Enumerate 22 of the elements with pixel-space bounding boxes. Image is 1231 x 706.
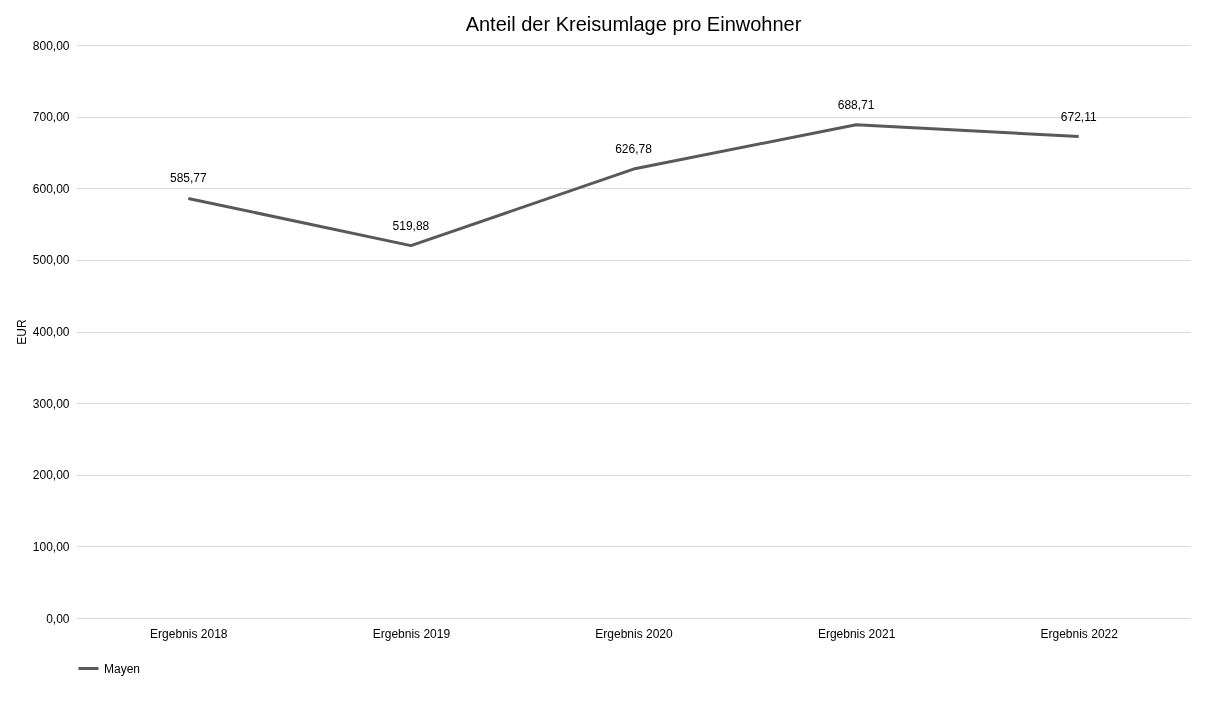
y-tick-label: 800,00 [32,38,70,53]
data-label: 585,77 [169,171,207,186]
x-tick-label: Ergebnis 2020 [595,626,674,641]
x-tick-label: Ergebnis 2022 [1040,626,1119,641]
y-tick-label: 100,00 [32,539,70,554]
x-tick-label: Ergebnis 2021 [817,626,896,641]
y-tick-label: 600,00 [32,181,70,196]
data-label: 519,88 [392,218,430,233]
y-tick-label: 400,00 [32,325,70,339]
data-label: 688,71 [837,97,875,112]
y-tick-label: 300,00 [32,396,70,411]
x-tick-label: Ergebnis 2018 [150,626,228,641]
y-axis-title: EUR [14,319,29,345]
y-tick-label: 0,00 [46,611,70,626]
data-label: 672,11 [1060,109,1097,124]
x-tick-label: Ergebnis 2019 [372,626,451,641]
chart-title: Anteil der Kreisumlage pro Einwohner [465,13,802,35]
y-tick-label: 500,00 [32,253,70,268]
data-label: 626,78 [615,142,653,157]
legend-label: Mayen [104,661,141,676]
y-tick-label: 200,00 [32,468,70,483]
y-tick-label: 700,00 [32,110,70,125]
